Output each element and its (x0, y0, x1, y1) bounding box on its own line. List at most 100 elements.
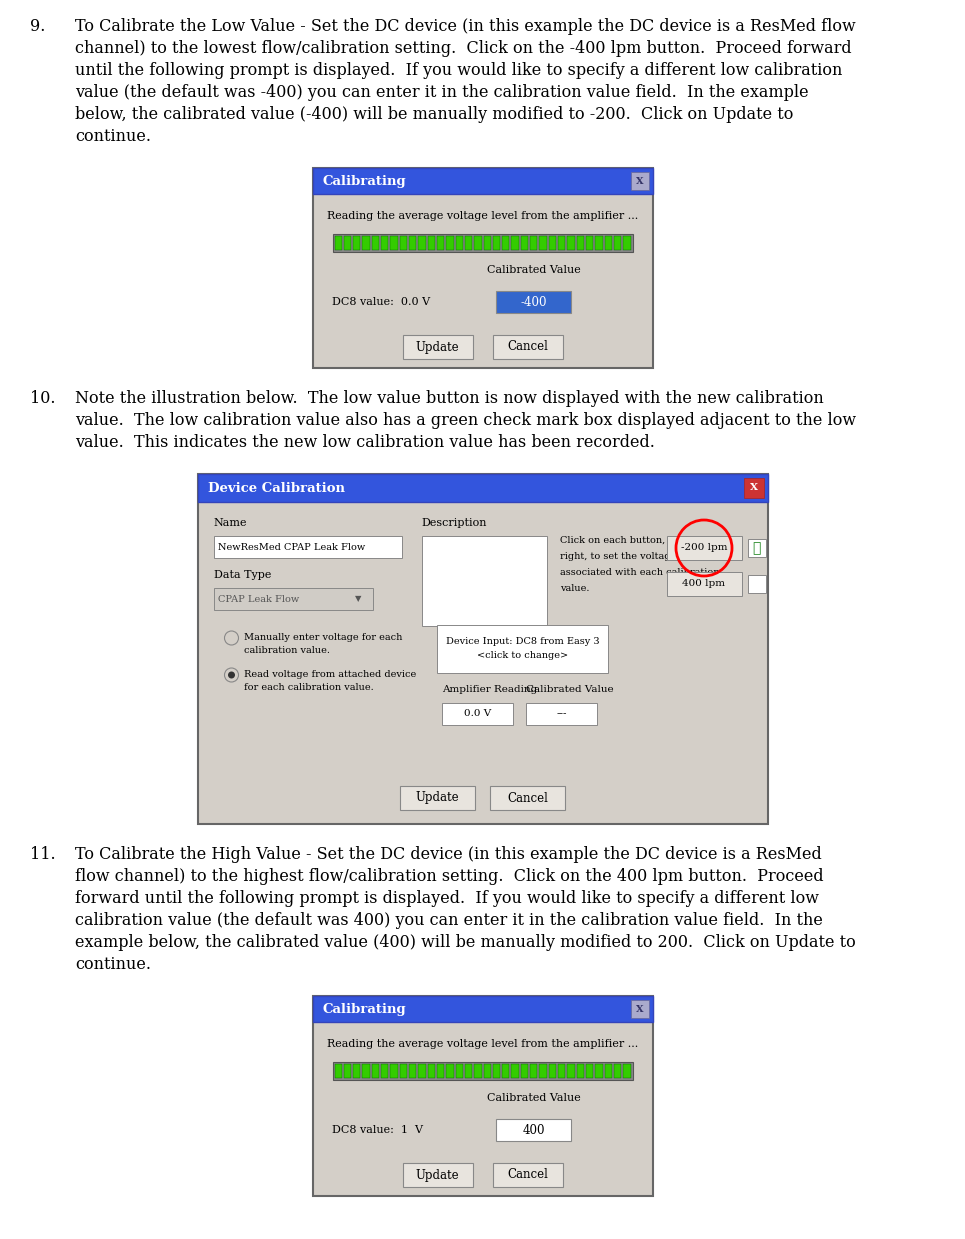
Text: Name: Name (213, 518, 247, 528)
Text: Manually enter voltage for each: Manually enter voltage for each (243, 633, 401, 642)
Bar (418, 235, 426, 250)
Bar (353, 235, 361, 250)
Bar (511, 1064, 519, 1078)
Bar (465, 1064, 472, 1078)
Bar (418, 1064, 426, 1078)
Bar (567, 1064, 574, 1078)
Bar (409, 235, 416, 250)
Bar (614, 235, 621, 250)
Bar (213, 536, 401, 558)
Text: calibration value (the default was 400) you can enter it in the calibration valu: calibration value (the default was 400) … (75, 912, 823, 929)
Bar (595, 1064, 602, 1078)
Bar (353, 1064, 361, 1078)
Text: Read voltage from attached device: Read voltage from attached device (243, 670, 416, 679)
Bar (446, 235, 454, 250)
Bar (539, 235, 547, 250)
Text: ✓: ✓ (753, 541, 760, 555)
Bar (492, 335, 563, 359)
Bar (667, 536, 741, 560)
Bar (539, 1064, 547, 1078)
Text: 10.: 10. (30, 390, 56, 406)
Text: Amplifier Reading: Amplifier Reading (442, 685, 538, 694)
Text: Device Input: DC8 from Easy 3: Device Input: DC8 from Easy 3 (446, 638, 599, 647)
Text: 11.: 11. (30, 846, 56, 864)
Bar (372, 1064, 379, 1078)
Bar (521, 1064, 528, 1078)
Text: <click to change>: <click to change> (477, 652, 568, 660)
Bar (344, 235, 351, 250)
Text: Calibrating: Calibrating (322, 1002, 406, 1016)
Text: NewResMed CPAP Leak Flow: NewResMed CPAP Leak Flow (218, 543, 366, 551)
Bar (567, 235, 574, 250)
Bar (623, 235, 630, 250)
Bar (391, 1064, 398, 1078)
Bar (748, 539, 765, 558)
Bar (521, 235, 528, 250)
Text: continue.: continue. (75, 128, 151, 145)
Text: -400: -400 (520, 295, 547, 309)
Text: value.  The low calibration value also has a green check mark box displayed adja: value. The low calibration value also ha… (75, 413, 856, 429)
Bar (558, 235, 565, 250)
Bar (526, 703, 596, 725)
Bar (391, 235, 398, 250)
Bar (402, 1163, 473, 1187)
Text: 400 lpm: 400 lpm (682, 580, 726, 589)
Text: Description: Description (422, 518, 487, 528)
Bar (344, 1064, 351, 1078)
Text: Calibrated Value: Calibrated Value (486, 1093, 580, 1103)
Text: continue.: continue. (75, 957, 151, 973)
Bar (400, 1064, 407, 1078)
Bar (604, 1064, 612, 1078)
Bar (400, 786, 475, 810)
Bar (492, 1163, 563, 1187)
Bar (474, 1064, 482, 1078)
Bar (313, 996, 652, 1022)
Bar (402, 335, 473, 359)
Bar (437, 235, 444, 250)
Text: Update: Update (416, 1168, 459, 1182)
Text: value (the default was -400) you can enter it in the calibration value field.  I: value (the default was -400) you can ent… (75, 84, 809, 102)
Bar (465, 235, 472, 250)
Bar (502, 1064, 510, 1078)
Bar (333, 1062, 632, 1080)
Bar (313, 996, 652, 1196)
Text: Reading the average voltage level from the amplifier ...: Reading the average voltage level from t… (327, 211, 638, 221)
Text: calibration value.: calibration value. (243, 646, 329, 655)
Bar (586, 1064, 593, 1078)
Bar (614, 1064, 621, 1078)
Bar (748, 575, 765, 593)
Circle shape (228, 672, 235, 679)
Text: DC8 value:  0.0 V: DC8 value: 0.0 V (333, 297, 430, 307)
Text: flow channel) to the highest flow/calibration setting.  Click on the 400 lpm but: flow channel) to the highest flow/calibr… (75, 869, 823, 885)
Bar (474, 235, 482, 250)
Text: To Calibrate the High Value - Set the DC device (in this example the DC device i: To Calibrate the High Value - Set the DC… (75, 846, 822, 864)
Bar (198, 475, 767, 824)
Text: ▼: ▼ (355, 595, 362, 603)
Bar (198, 475, 767, 502)
Bar (549, 235, 556, 250)
Bar (313, 169, 652, 368)
Text: X: X (636, 176, 644, 186)
Bar (335, 235, 342, 250)
Text: value.  This indicates the new low calibration value has been recorded.: value. This indicates the new low calibr… (75, 434, 655, 451)
Text: Note the illustration below.  The low value button is now displayed with the new: Note the illustration below. The low val… (75, 390, 824, 406)
Text: forward until the following prompt is displayed.  If you would like to specify a: forward until the following prompt is di… (75, 890, 819, 907)
Bar (493, 235, 500, 250)
Text: until the following prompt is displayed.  If you would like to specify a differe: until the following prompt is displayed.… (75, 62, 842, 79)
Bar (437, 1064, 444, 1078)
Bar (604, 235, 612, 250)
Bar (213, 589, 372, 610)
Text: channel) to the lowest flow/calibration setting.  Click on the -400 lpm button. : channel) to the lowest flow/calibration … (75, 40, 852, 57)
Bar (490, 786, 565, 810)
Text: below, the calibrated value (-400) will be manually modified to -200.  Click on : below, the calibrated value (-400) will … (75, 107, 793, 123)
Bar (483, 235, 491, 250)
Text: value.: value. (561, 584, 590, 593)
Bar (372, 235, 379, 250)
Bar (446, 1064, 454, 1078)
Text: X: X (750, 483, 758, 492)
Text: example below, the calibrated value (400) will be manually modified to 200.  Cli: example below, the calibrated value (400… (75, 934, 856, 952)
Bar (455, 235, 463, 250)
Bar (381, 1064, 388, 1078)
Text: CPAP Leak Flow: CPAP Leak Flow (218, 595, 300, 603)
Bar (586, 235, 593, 250)
